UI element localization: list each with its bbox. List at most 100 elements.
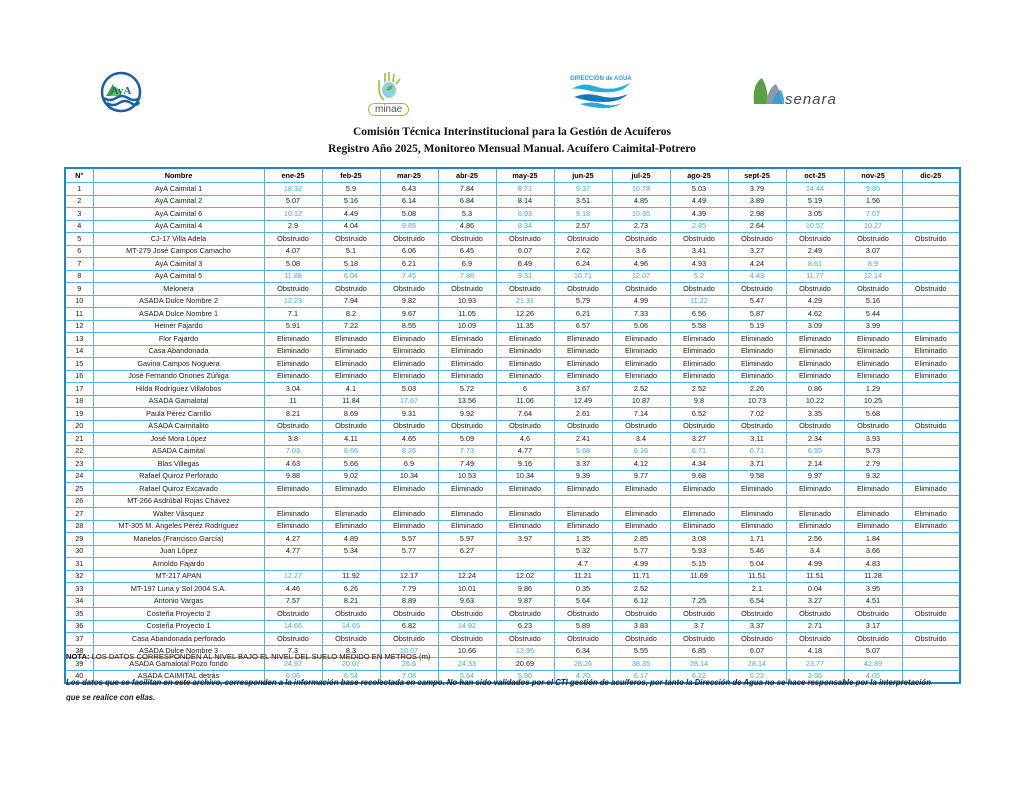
well-name-cell: ASADA Caimital — [92, 444, 265, 458]
value-cell: 3.27 — [669, 432, 729, 446]
value-cell: Eliminado — [843, 332, 903, 346]
value-cell: 5.68 — [843, 407, 903, 421]
value-cell: 2.85 — [669, 219, 729, 233]
value-cell: 9.02 — [321, 469, 381, 483]
value-cell: 8.21 — [321, 594, 381, 608]
value-cell: 5.08 — [379, 207, 439, 221]
value-cell: Eliminado — [263, 357, 323, 371]
value-cell: Obstruido — [727, 282, 787, 296]
value-cell: 10.78 — [611, 182, 671, 196]
value-cell: 3.27 — [785, 594, 845, 608]
table-row: 17 Hilda Rodríguez Villalobos 3.04 4.1 5.03 5… — [64, 382, 961, 396]
value-cell: Eliminado — [263, 519, 323, 533]
value-cell: 6.82 — [379, 619, 439, 633]
value-cell: 11.35 — [495, 319, 555, 333]
well-name-cell: MT-266 Asdrúbal Rojas Chávez — [92, 494, 265, 508]
value-cell: 2.52 — [611, 382, 671, 396]
value-cell: 14.44 — [785, 182, 845, 196]
row-number-cell: 11 — [64, 307, 94, 321]
value-cell: Obstruido — [553, 419, 613, 433]
value-cell: Eliminado — [379, 507, 439, 521]
well-name-cell: AyA Caimital 1 — [92, 182, 265, 196]
value-cell — [263, 494, 323, 508]
value-cell — [901, 407, 961, 421]
value-cell: 9.77 — [611, 469, 671, 483]
value-cell: Eliminado — [553, 482, 613, 496]
value-cell: 5.9 — [321, 182, 381, 196]
value-cell: Obstruido — [611, 607, 671, 621]
value-cell: 4.1 — [321, 382, 381, 396]
value-cell — [901, 257, 961, 271]
value-cell: Obstruido — [901, 282, 961, 296]
value-cell: Obstruido — [785, 419, 845, 433]
value-cell: 42.89 — [843, 657, 903, 671]
value-cell: 9.88 — [263, 469, 323, 483]
value-cell — [321, 557, 381, 571]
value-cell: 3.99 — [843, 319, 903, 333]
row-number-cell: 25 — [64, 482, 94, 496]
value-cell: Eliminado — [379, 344, 439, 358]
value-cell — [553, 494, 613, 508]
well-name-cell: Walter Vásquez — [92, 507, 265, 521]
value-cell — [785, 494, 845, 508]
value-cell — [611, 494, 671, 508]
value-cell: 9.87 — [495, 594, 555, 608]
value-cell: Eliminado — [321, 507, 381, 521]
value-cell: 11.28 — [843, 569, 903, 583]
value-cell: 5.07 — [843, 644, 903, 658]
value-cell — [901, 644, 961, 658]
well-name-cell: Paula Pérez Carrillo — [92, 407, 265, 421]
value-cell: 28.14 — [727, 657, 787, 671]
value-cell: 6.12 — [611, 594, 671, 608]
value-cell: 4.07 — [263, 244, 323, 258]
value-cell: Eliminado — [263, 344, 323, 358]
value-cell — [379, 557, 439, 571]
value-cell: 28.14 — [669, 657, 729, 671]
row-number-cell: 14 — [64, 344, 94, 358]
well-name-cell: ASADA Caimitalito — [92, 419, 265, 433]
logos-row: AyA — [0, 68, 1024, 123]
value-cell: Eliminado — [901, 357, 961, 371]
value-cell: Obstruido — [495, 607, 555, 621]
value-cell: 6.16 — [611, 444, 671, 458]
value-cell: 7.73 — [437, 444, 497, 458]
value-cell: 6.55 — [785, 444, 845, 458]
value-cell — [901, 582, 961, 596]
value-cell: 1.71 — [727, 532, 787, 546]
well-name-cell: Casa Abandonada perforado — [92, 632, 265, 646]
value-cell: 4.18 — [785, 644, 845, 658]
value-cell: 4.11 — [321, 432, 381, 446]
value-cell: 5.66 — [321, 457, 381, 471]
table-row: 5 CJ-17 Villa Adela Obstruido Obstruido Obst… — [64, 232, 961, 246]
value-cell: Eliminado — [437, 519, 497, 533]
value-cell: Obstruido — [263, 232, 323, 246]
row-number-cell: 16 — [64, 369, 94, 383]
value-cell: 7.79 — [379, 582, 439, 596]
value-cell: 6.04 — [321, 269, 381, 283]
value-cell: 9.31 — [379, 407, 439, 421]
header-cell-ago-25: ago-25 — [669, 167, 729, 183]
row-number-cell: 34 — [64, 594, 94, 608]
value-cell: 4.63 — [263, 457, 323, 471]
value-cell: 8.21 — [263, 407, 323, 421]
value-cell: Eliminado — [785, 357, 845, 371]
value-cell: 6.07 — [727, 644, 787, 658]
value-cell: 8.2 — [321, 307, 381, 321]
value-cell: Eliminado — [321, 332, 381, 346]
value-cell: Eliminado — [553, 357, 613, 371]
value-cell: 6.07 — [495, 244, 555, 258]
value-cell: 12.14 — [843, 269, 903, 283]
value-cell: 5.46 — [727, 544, 787, 558]
well-name-cell: José Mora López — [92, 432, 265, 446]
value-cell: Eliminado — [495, 332, 555, 346]
minae-hand-icon — [372, 70, 406, 107]
table-row: 34 Antonio Vargas 7.57 8.21 8.89 9.63 9.87 5.64… — [64, 594, 961, 608]
value-cell: Obstruido — [437, 419, 497, 433]
value-cell: 2.79 — [843, 457, 903, 471]
value-cell: Obstruido — [669, 232, 729, 246]
aya-logo-icon: AyA — [98, 70, 144, 121]
value-cell: Obstruido — [321, 607, 381, 621]
value-cell: Obstruido — [437, 632, 497, 646]
value-cell: 4.62 — [785, 307, 845, 321]
value-cell: Obstruido — [785, 232, 845, 246]
